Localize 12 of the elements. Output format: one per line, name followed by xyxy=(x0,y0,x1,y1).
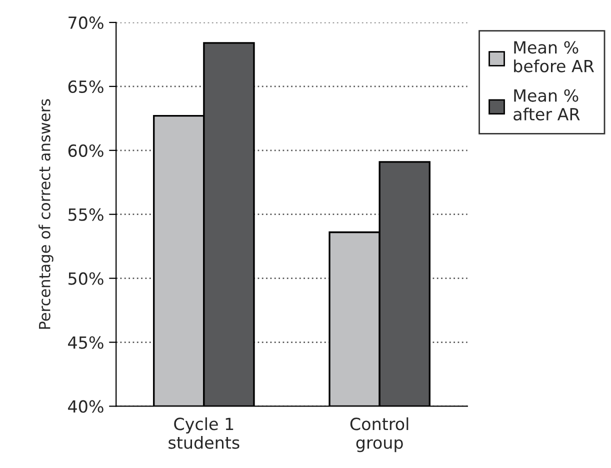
y-tick-label: 60% xyxy=(68,144,104,157)
x-tick-label: Cycle 1 students xyxy=(168,417,240,449)
legend-label: Mean % before AR xyxy=(514,41,594,72)
y-axis-title: Percentage of correct answers xyxy=(38,99,54,329)
y-tick-label: 70% xyxy=(68,16,104,30)
y-tick-label: 50% xyxy=(68,272,104,285)
y-tick-label: 55% xyxy=(68,208,104,221)
y-tick-label: 40% xyxy=(68,400,104,413)
y-tick-label: 65% xyxy=(68,80,104,93)
x-tick-label: Control group xyxy=(350,417,408,452)
y-tick-label: 45% xyxy=(68,336,104,349)
legend-label: Mean % after AR xyxy=(514,89,580,120)
